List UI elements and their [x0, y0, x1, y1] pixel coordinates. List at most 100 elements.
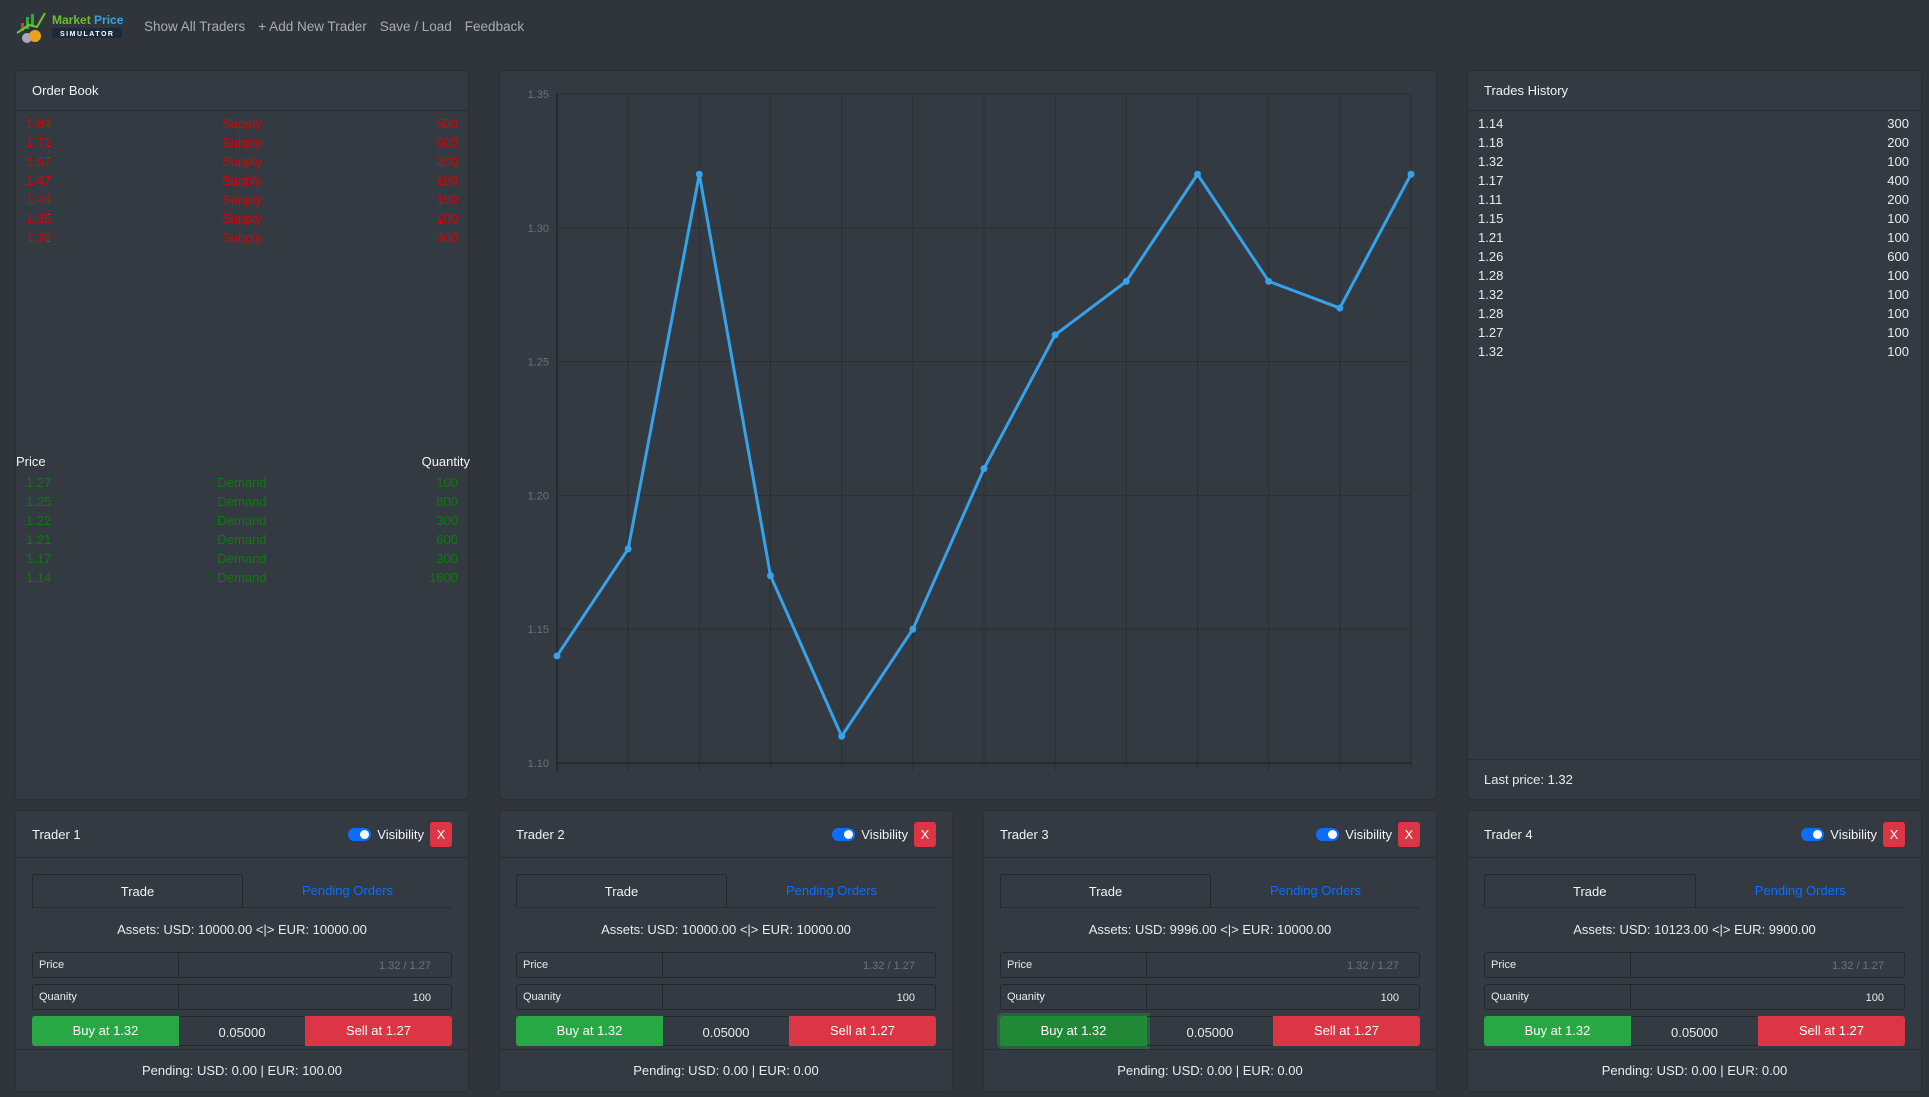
trade-price: 1.32	[1478, 154, 1504, 169]
tab-pending-orders[interactable]: Pending Orders	[1754, 883, 1846, 898]
visibility-toggle[interactable]	[832, 827, 856, 841]
trades-history-panel: Trades History 1.14 300 1.18 200 1.32 100 1.17…	[1467, 70, 1922, 800]
trade-price: 1.17	[1478, 173, 1504, 188]
y-tick-label: 1.30	[528, 223, 549, 235]
quantity-input[interactable]: 100	[1380, 992, 1399, 1004]
quantity-input[interactable]: 100	[896, 992, 915, 1004]
remove-trader-button[interactable]: X	[430, 821, 452, 847]
visibility-label: Visibility	[1345, 826, 1392, 842]
supply-row: 1.44 Supply 100	[16, 190, 468, 209]
buy-button[interactable]: Buy at 1.32	[1000, 1016, 1147, 1046]
trader-header: Trader 4 Visibility X	[1468, 811, 1921, 858]
price-input[interactable]: 1.32 / 1.27	[863, 960, 915, 972]
trader-name: Trader 3	[1000, 826, 1049, 842]
pending-text: Pending: USD: 0.00 | EUR: 0.00	[1468, 1049, 1921, 1091]
tab-pending-orders[interactable]: Pending Orders	[785, 883, 878, 898]
buy-button[interactable]: Buy at 1.32	[32, 1016, 179, 1046]
assets-text: Assets: USD: 10000.00 <|> EUR: 10000.00	[601, 922, 851, 937]
quantity-cell: 300	[436, 513, 458, 528]
price-point	[838, 732, 846, 740]
quantity-cell: 100	[436, 173, 458, 188]
sell-button[interactable]: Sell at 1.27	[789, 1016, 936, 1046]
side-cell: Supply	[222, 230, 262, 245]
show-all-traders-link[interactable]: Show All Traders	[144, 19, 246, 34]
buy-button[interactable]: Buy at 1.32	[1484, 1016, 1631, 1046]
order-book-title: Order Book	[16, 71, 468, 111]
trade-row: 1.27 100	[1468, 323, 1921, 342]
pending-text: Pending: USD: 0.00 | EUR: 0.00	[984, 1049, 1436, 1091]
demand-row: 1.25 Demand 800	[16, 492, 468, 511]
price-chart: 1.35 1.30 1.25 1.20 1.15 1.10	[528, 89, 1415, 771]
price-input[interactable]: 1.32 / 1.27	[379, 960, 431, 972]
remove-trader-button[interactable]: X	[1883, 821, 1905, 847]
demand-row: 1.21 Demand 600	[16, 530, 468, 549]
trade-quantity: 100	[1887, 287, 1909, 302]
side-cell: Supply	[222, 154, 262, 169]
remove-trader-button[interactable]: X	[1398, 821, 1420, 847]
price-label: Price	[1485, 953, 1631, 977]
trader-header: Trader 3 Visibility X	[984, 811, 1436, 858]
trade-quantity: 200	[1887, 135, 1909, 150]
price-point	[624, 545, 632, 553]
trade-quantity: 100	[1887, 268, 1909, 283]
visibility-toggle[interactable]	[1801, 827, 1825, 841]
price-point	[1265, 277, 1273, 285]
tab-trade[interactable]: Trade	[32, 874, 243, 907]
trade-price: 1.15	[1478, 211, 1504, 226]
y-tick-label: 1.20	[528, 490, 549, 502]
tab-pending-orders[interactable]: Pending Orders	[1269, 883, 1362, 898]
visibility-label: Visibility	[861, 826, 908, 842]
trade-quantity: 400	[1887, 173, 1909, 188]
tab-pending-orders[interactable]: Pending Orders	[301, 883, 394, 898]
trade-price: 1.11	[1478, 192, 1503, 207]
visibility-toggle[interactable]	[348, 827, 372, 841]
price-cell: 1.21	[26, 532, 52, 547]
trade-quantity: 100	[1887, 306, 1909, 321]
supply-row: 1.35 Supply 100	[16, 209, 468, 228]
add-new-trader-link[interactable]: + Add New Trader	[258, 19, 367, 34]
assets-text: Assets: USD: 10123.00 <|> EUR: 9900.00	[1573, 922, 1816, 937]
trade-quantity: 100	[1887, 230, 1909, 245]
feedback-link[interactable]: Feedback	[464, 19, 525, 34]
trade-row: 1.15 100	[1468, 209, 1921, 228]
pending-text: Pending: USD: 0.00 | EUR: 0.00	[500, 1049, 952, 1091]
sell-button[interactable]: Sell at 1.27	[1273, 1016, 1420, 1046]
tab-trade[interactable]: Trade	[1000, 874, 1211, 907]
trade-price: 1.14	[1478, 116, 1504, 131]
trade-quantity: 200	[1887, 192, 1909, 207]
trade-quantity: 100	[1887, 325, 1909, 340]
quantity-cell: 800	[436, 494, 458, 509]
trade-price: 1.32	[1478, 287, 1504, 302]
trader-header: Trader 1 Visibility X	[16, 811, 468, 858]
tab-trade[interactable]: Trade	[516, 874, 727, 907]
price-input[interactable]: 1.32 / 1.27	[1347, 960, 1399, 972]
buy-button[interactable]: Buy at 1.32	[516, 1016, 663, 1046]
trade-price: 1.32	[1478, 344, 1504, 359]
trade-row: 1.32 100	[1468, 285, 1921, 304]
order-book-panel: Order Book 1.84 Supply 500 1.71 Supply 600 1.5…	[15, 70, 470, 800]
quantity-input[interactable]: 100	[412, 992, 431, 1004]
visibility-label: Visibility	[1830, 826, 1877, 842]
quantity-input[interactable]: 100	[1865, 992, 1884, 1004]
y-tick-label: 1.15	[528, 624, 549, 636]
demand-row: 1.27 Demand 100	[16, 473, 468, 492]
visibility-label: Visibility	[377, 826, 424, 842]
trade-price: 1.18	[1478, 135, 1504, 150]
tab-trade[interactable]: Trade	[1484, 874, 1696, 907]
market-price-simulator-logo[interactable]: Market Price SIMULATOR	[15, 9, 125, 45]
price-cell: 1.35	[26, 211, 52, 226]
supply-row: 1.84 Supply 500	[16, 114, 468, 133]
quantity-label: Quanity	[33, 985, 179, 1009]
save-load-link[interactable]: Save / Load	[379, 19, 452, 34]
price-point	[1407, 170, 1415, 178]
remove-trader-button[interactable]: X	[914, 821, 936, 847]
sell-button[interactable]: Sell at 1.27	[1758, 1016, 1905, 1046]
sell-button[interactable]: Sell at 1.27	[305, 1016, 452, 1046]
price-input[interactable]: 1.32 / 1.27	[1832, 960, 1884, 972]
trade-row: 1.17 400	[1468, 171, 1921, 190]
side-cell: Supply	[222, 135, 262, 150]
visibility-toggle[interactable]	[1316, 827, 1340, 841]
side-cell: Supply	[222, 173, 262, 188]
price-label: Price	[33, 953, 179, 977]
quantity-cell: 200	[436, 551, 458, 566]
